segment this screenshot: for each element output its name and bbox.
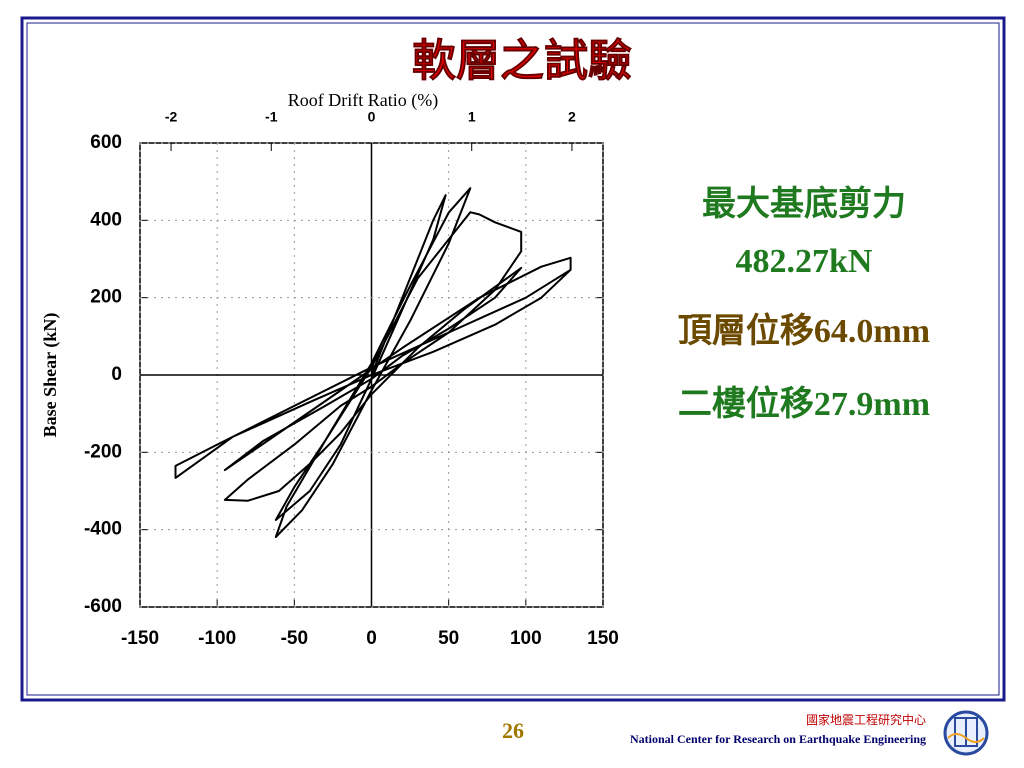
x2-axis-title: Roof Drift Ratio (%) <box>288 90 438 111</box>
y-tick-label: -200 <box>84 441 122 462</box>
x-tick-label: -150 <box>121 628 159 649</box>
y-axis-title: Base Shear (kN) <box>40 313 61 438</box>
slide-title: 軟層之試驗 <box>412 36 632 87</box>
logo <box>943 710 989 756</box>
note: 482.27kN <box>736 243 873 280</box>
frame-inner <box>26 22 1000 696</box>
x2-tick-label: -2 <box>165 109 178 125</box>
x-tick-label: -50 <box>281 628 308 649</box>
x-tick-label: -100 <box>198 628 236 649</box>
x-tick-label: 150 <box>587 628 619 649</box>
hysteresis-curve <box>174 187 572 538</box>
y-tick-label: 600 <box>90 132 122 153</box>
note: 頂層位移64.0mm <box>678 312 930 350</box>
y-tick-label: 0 <box>111 364 122 385</box>
x2-tick-label: -1 <box>265 109 278 125</box>
y-tick-label: 200 <box>90 287 122 308</box>
note: 最大基底剪力 <box>702 185 906 223</box>
y-tick-label: -600 <box>84 596 122 617</box>
x-tick-label: 0 <box>366 628 377 649</box>
frame <box>20 16 1006 702</box>
y-tick-label: -400 <box>84 519 122 540</box>
note: 二樓位移27.9mm <box>678 385 930 423</box>
x2-tick-label: 2 <box>568 109 576 125</box>
x-tick-label: 50 <box>438 628 459 649</box>
page-number: 26 <box>502 718 524 743</box>
x2-tick-label: 0 <box>368 109 376 125</box>
footer-en: National Center for Research on Earthqua… <box>630 732 926 746</box>
x-tick-label: 100 <box>510 628 542 649</box>
y-tick-label: 400 <box>90 209 122 230</box>
footer-cn: 國家地震工程研究中心 <box>806 712 926 727</box>
x2-tick-label: 1 <box>468 109 476 125</box>
